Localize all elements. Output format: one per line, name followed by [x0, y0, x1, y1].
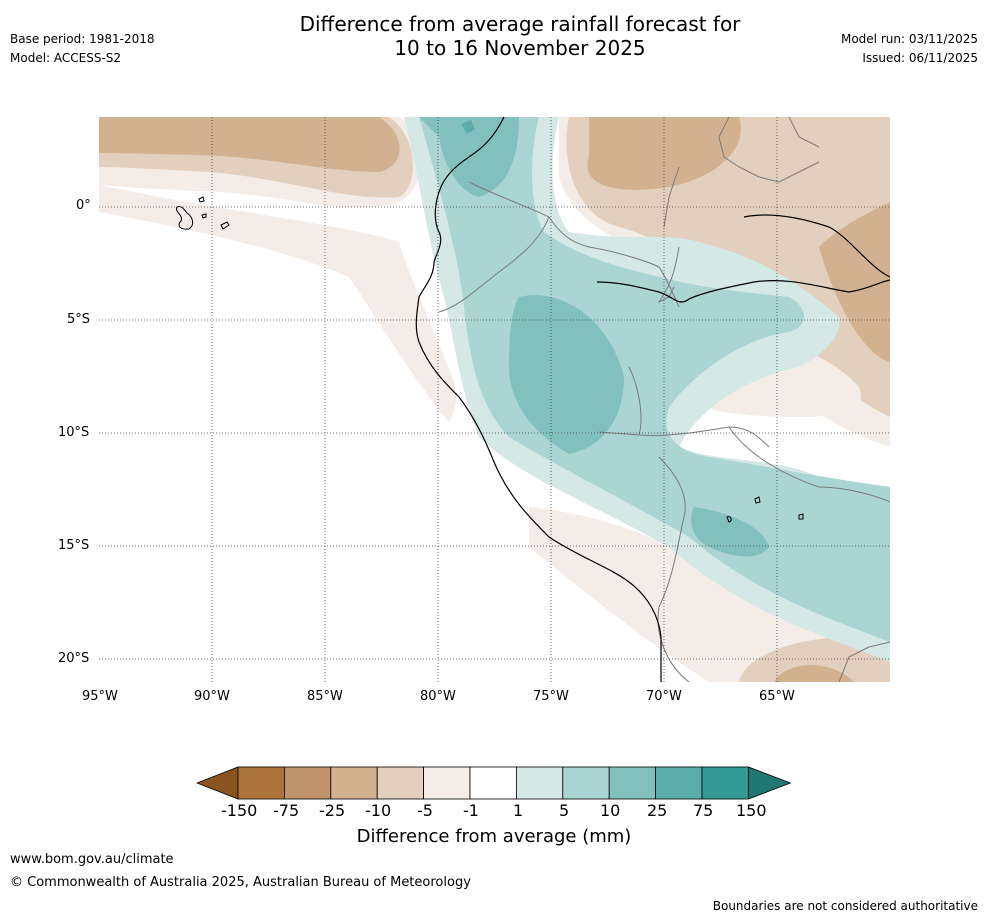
lon-label-90w: 90°W [194, 689, 230, 704]
colorbar-box-7 [515, 766, 564, 800]
cbar-tick-10: 75 [693, 801, 714, 820]
rainfall-anomaly-map [99, 117, 890, 682]
colorbar-box-9 [608, 766, 657, 800]
lon-label-65w: 65°W [759, 689, 795, 704]
map-title: Difference from average rainfall forecas… [0, 12, 988, 60]
lat-label-0: 0° [76, 198, 91, 213]
islands [175, 196, 804, 523]
footer-copyright: © Commonwealth of Australia 2025, Austra… [10, 875, 471, 890]
lat-label-5s: 5°S [67, 312, 91, 327]
issued-date: Issued: 06/11/2025 [862, 51, 978, 65]
lon-label-70w: 70°W [646, 689, 682, 704]
cbar-tick-4: -5 [417, 801, 433, 820]
footer-disclaimer: Boundaries are not considered authoritat… [712, 899, 978, 913]
lon-label-85w: 85°W [307, 689, 343, 704]
country-borders [438, 117, 890, 682]
cbar-tick-11: 150 [736, 801, 767, 820]
colorbar-arrow-low [196, 766, 239, 800]
colorbar-box-10 [655, 766, 703, 800]
wet-anomaly-areas [404, 117, 890, 662]
footer-url: www.bom.gov.au/climate [10, 852, 174, 867]
colorbar [196, 766, 792, 800]
cbar-tick-1: -75 [273, 801, 300, 820]
lon-label-75w: 75°W [533, 689, 569, 704]
colorbar-box-2 [284, 766, 332, 800]
lat-label-10s: 10°S [58, 425, 90, 440]
colorbar-box-6 [469, 766, 517, 800]
cbar-tick-7: 5 [559, 801, 570, 820]
lon-label-80w: 80°W [420, 689, 456, 704]
colorbar-box-11 [701, 766, 749, 800]
cbar-tick-9: 25 [647, 801, 668, 820]
coastline [415, 117, 890, 682]
title-line-2: 10 to 16 November 2025 [394, 36, 646, 60]
model-name: Model: ACCESS-S2 [10, 51, 122, 65]
cbar-tick-6: 1 [513, 801, 524, 820]
colorbar-box-8 [562, 766, 610, 800]
colorbar-arrow-high [748, 766, 792, 800]
title-line-1: Difference from average rainfall forecas… [299, 12, 741, 36]
base-period: Base period: 1981-2018 [10, 32, 155, 46]
cbar-tick-8: 10 [600, 801, 621, 820]
graticule [99, 117, 890, 682]
colorbar-box-5 [423, 766, 471, 800]
colorbar-label: Difference from average (mm) [356, 826, 632, 847]
lat-label-15s: 15°S [58, 538, 90, 553]
colorbar-box-4 [376, 766, 424, 800]
colorbar-box-3 [330, 766, 378, 800]
cbar-tick-3: -10 [365, 801, 392, 820]
cbar-tick-0: -150 [221, 801, 258, 820]
model-run: Model run: 03/11/2025 [840, 32, 978, 46]
colorbar-box-1 [237, 766, 285, 800]
cbar-tick-2: -25 [319, 801, 346, 820]
cbar-tick-5: -1 [463, 801, 479, 820]
lon-label-95w: 95°W [82, 689, 118, 704]
lat-label-20s: 20°S [58, 651, 90, 666]
